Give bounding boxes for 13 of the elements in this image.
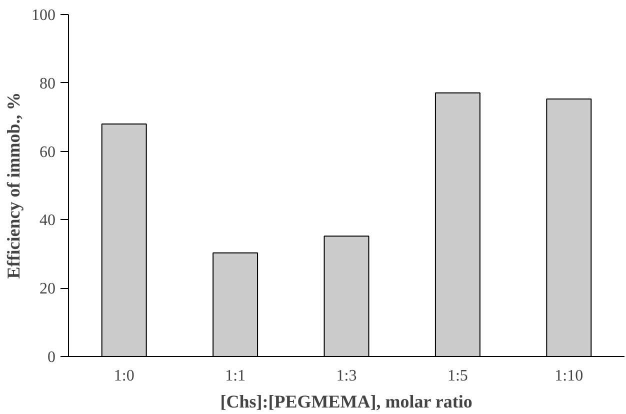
y-tick-label: 60 bbox=[40, 144, 56, 161]
y-axis-title: Efficiency of immob., % bbox=[4, 92, 24, 279]
x-tick-label: 1:1 bbox=[225, 368, 246, 384]
x-tick-label: 1:10 bbox=[554, 368, 584, 384]
y-tick-label: 80 bbox=[40, 75, 56, 92]
x-tick-label: 1:3 bbox=[336, 368, 357, 384]
x-axis-title: [Chs]:[PEGMEMA], molar ratio bbox=[220, 392, 472, 412]
y-tick-label: 40 bbox=[40, 212, 56, 230]
y-tick-label: 100 bbox=[32, 7, 56, 24]
x-tick-label: 1:0 bbox=[114, 368, 134, 384]
y-tick-label: 20 bbox=[40, 280, 56, 298]
y-tick-label: 0 bbox=[48, 349, 56, 366]
x-tick-label: 1:5 bbox=[447, 368, 468, 384]
